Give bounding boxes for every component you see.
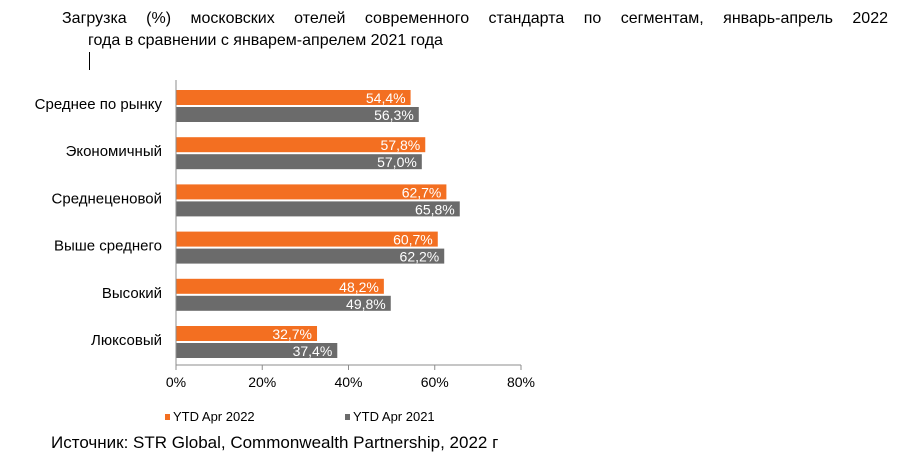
x-tick-label: 20% (248, 374, 276, 390)
x-tick-label: 0% (166, 374, 186, 390)
data-label: 49,8% (346, 296, 386, 312)
axis-group: 0% 20% 40% 60% 80% (166, 80, 535, 390)
data-label: 56,3% (374, 107, 414, 123)
data-label: 37,4% (293, 343, 333, 359)
data-label: 62,2% (400, 249, 440, 265)
text-cursor (89, 52, 90, 70)
source-note: Источник: STR Global, Commonwealth Partn… (51, 433, 499, 452)
data-label: 57,8% (381, 137, 421, 153)
bar-2021 (176, 201, 460, 217)
bar-2021 (176, 107, 419, 122)
chart-title: Загрузка (%) московских отелей современн… (62, 8, 888, 70)
bar-2021 (176, 343, 338, 358)
legend-swatch (345, 414, 350, 420)
bar-2021 (176, 248, 445, 264)
bar-2022 (176, 184, 447, 200)
legend-label: YTD Apr 2022 (173, 409, 255, 424)
bar-2022 (176, 326, 318, 341)
x-tick-label: 60% (421, 374, 449, 390)
chart-title-line1: Загрузка (%) московских отелей современн… (62, 10, 888, 27)
category-label: Среднеценовой (52, 190, 162, 207)
data-label: 60,7% (393, 232, 433, 248)
category-label: Выше среднего (54, 238, 162, 255)
data-label: 65,8% (415, 201, 455, 217)
x-tick-label: 80% (507, 374, 535, 390)
chart-title-line2-text: года в сравнении с январем-апрелем 2021 … (88, 32, 443, 49)
bar-2021 (176, 295, 391, 311)
legend-swatch (165, 414, 170, 420)
bar-2022 (176, 90, 411, 105)
bar-2021 (176, 154, 422, 170)
category-label: Среднее по рынку (35, 96, 163, 113)
bar-2022 (176, 278, 384, 294)
data-label: 48,2% (339, 279, 379, 295)
bars-group: Среднее по рынку 54,4%56,3% Экономичный 57,… (35, 90, 460, 359)
bar-2022 (176, 231, 438, 247)
data-label: 54,4% (366, 90, 406, 106)
bar-2022 (176, 137, 426, 153)
category-label: Высокий (102, 285, 162, 302)
data-label: 62,7% (402, 184, 442, 200)
category-label: Люксовый (91, 332, 162, 349)
x-tick-label: 40% (334, 374, 362, 390)
legend-label: YTD Apr 2021 (353, 409, 435, 424)
chart-title-line2: года в сравнении с январем-апрелем 2021 … (62, 30, 888, 70)
legend-group: YTD Apr 2022 YTD Apr 2021 (165, 409, 435, 424)
data-label: 57,0% (377, 154, 417, 170)
data-label: 32,7% (272, 326, 312, 342)
category-label: Экономичный (66, 143, 162, 160)
